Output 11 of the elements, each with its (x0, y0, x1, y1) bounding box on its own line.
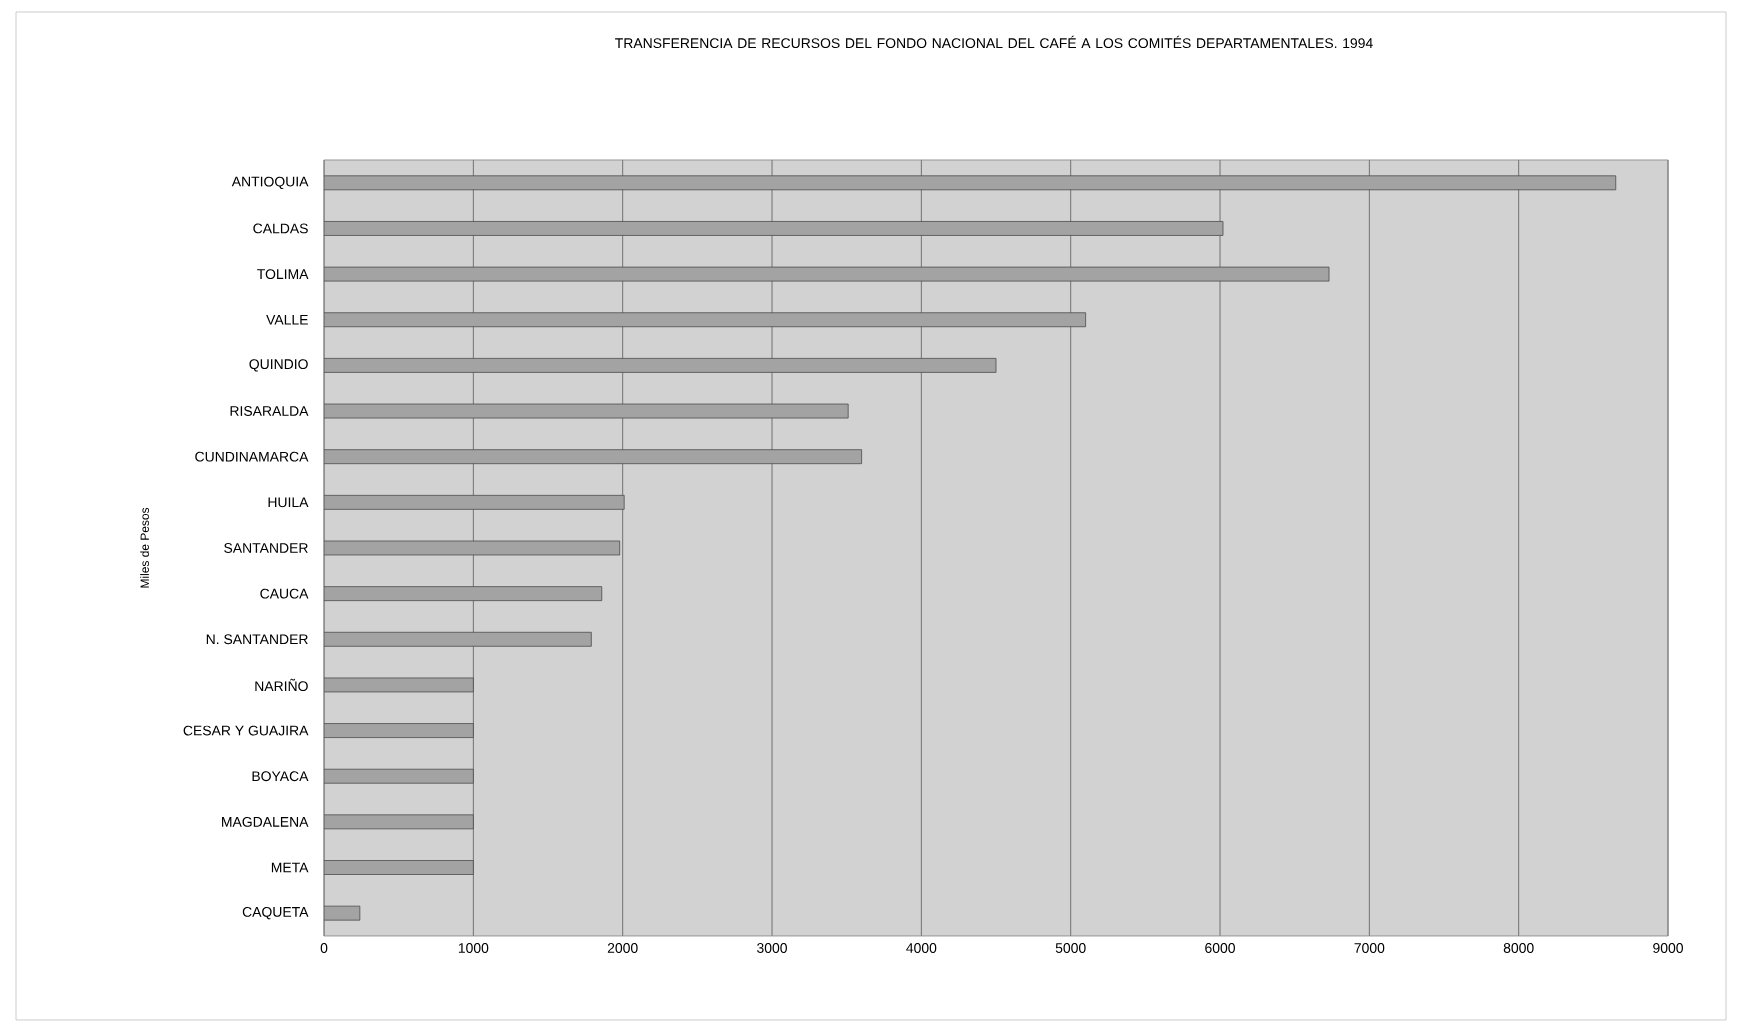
bar (324, 357, 997, 373)
bar (324, 586, 603, 602)
bar (324, 175, 1617, 191)
bar (324, 631, 592, 647)
bar (324, 768, 474, 784)
bar (324, 221, 1224, 236)
bar (324, 860, 474, 875)
bar (324, 723, 474, 738)
bar (324, 494, 625, 510)
bar (324, 449, 863, 465)
bar (324, 312, 1087, 328)
